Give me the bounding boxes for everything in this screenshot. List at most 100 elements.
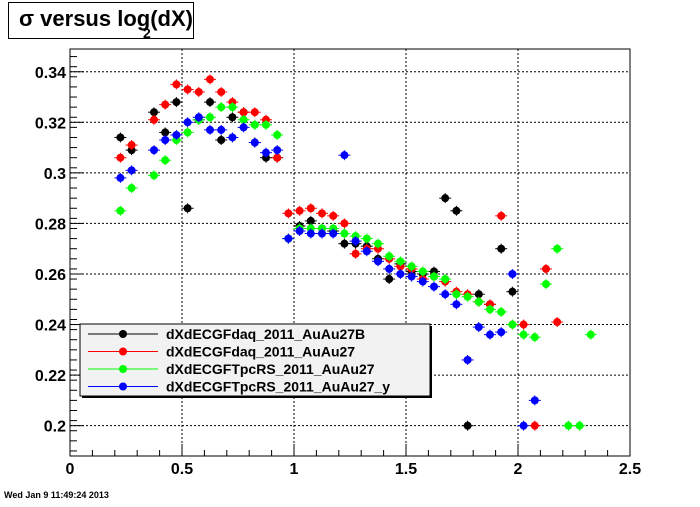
x-tick-label: 0.5 [171, 461, 193, 478]
data-point [340, 229, 349, 238]
legend-label: dXdECGFTpcRS_2011_AuAu27_y [166, 379, 390, 395]
data-point [217, 87, 226, 96]
data-point [273, 153, 282, 162]
data-point [418, 267, 427, 276]
data-point [172, 80, 181, 89]
data-point [497, 244, 506, 253]
legend-marker [119, 330, 127, 338]
data-point [542, 280, 550, 289]
y-tick-label: 0.22 [35, 368, 66, 385]
data-point [351, 249, 360, 258]
data-point [318, 209, 326, 218]
data-point [161, 136, 170, 145]
data-point [116, 206, 125, 215]
data-point [273, 130, 282, 139]
data-point [273, 146, 282, 155]
data-point [340, 219, 349, 228]
data-point [161, 128, 170, 137]
legend-marker [119, 382, 127, 391]
data-point [250, 138, 259, 147]
data-point [172, 98, 181, 107]
series-4 [114, 112, 541, 431]
data-point [407, 262, 416, 271]
y-tick-label: 0.32 [35, 115, 66, 132]
data-point [284, 234, 293, 243]
data-point [463, 292, 472, 301]
data-point [575, 421, 584, 430]
data-point [161, 156, 170, 165]
data-point [542, 264, 550, 273]
chart-title-box: σ versus log(dX) 2 [8, 2, 194, 41]
data-point [206, 125, 214, 134]
data-point [519, 330, 528, 339]
data-point [530, 421, 539, 430]
y-tick-label: 0.24 [35, 318, 66, 335]
data-point [295, 206, 304, 215]
data-point [239, 123, 248, 132]
data-point [239, 115, 248, 124]
timestamp-footer: Wed Jan 9 11:49:24 2013 [4, 490, 109, 500]
axes: 0 0.5 1 1.5 2 2.5 0.2 0.22 0.24 0.26 0.28 0.3 0.32 0.… [35, 56, 641, 478]
data-point [430, 282, 438, 291]
data-point [306, 204, 315, 213]
plot-frame [69, 48, 631, 457]
data-point [396, 257, 405, 266]
data-point [217, 136, 226, 145]
y-tick-label: 0.28 [35, 216, 66, 233]
legend-label: dXdECGFdaq_2011_AuAu27B [166, 326, 365, 342]
data-point [474, 297, 483, 306]
y-tick-label: 0.34 [35, 65, 66, 82]
legend-marker [119, 347, 127, 356]
data-points [114, 74, 597, 431]
data-point [183, 85, 192, 94]
x-tick-label: 1.5 [395, 461, 417, 478]
data-point [228, 133, 237, 142]
x-tick-label: 1 [290, 461, 299, 478]
data-point [127, 141, 136, 150]
data-point [530, 333, 539, 342]
data-point [362, 234, 371, 243]
data-point [407, 272, 416, 281]
data-point [486, 305, 494, 314]
data-point [161, 100, 170, 109]
data-point [586, 330, 595, 339]
data-point [519, 421, 528, 430]
data-point [150, 108, 158, 117]
data-point [362, 247, 371, 256]
data-point [530, 396, 539, 405]
chart-title: σ versus log(dX) [19, 6, 193, 31]
data-point [228, 113, 237, 122]
chart-title-subscript: 2 [143, 25, 151, 41]
data-point [463, 421, 472, 430]
data-point [306, 229, 315, 238]
data-point [150, 115, 158, 124]
data-point [385, 275, 394, 284]
data-point [329, 229, 338, 238]
data-point [508, 320, 517, 329]
data-point [340, 239, 349, 248]
data-point [194, 113, 203, 122]
data-point [284, 209, 293, 218]
data-point [553, 244, 562, 253]
legend-marker [119, 365, 127, 373]
data-point [228, 103, 237, 112]
data-point [116, 153, 125, 162]
data-point [127, 184, 136, 193]
data-point [553, 318, 562, 327]
data-point [116, 173, 125, 182]
data-point [340, 151, 349, 160]
data-point [318, 229, 326, 238]
data-point [183, 128, 192, 137]
data-point [452, 206, 461, 215]
y-tick-label: 0.2 [44, 419, 66, 436]
data-point [497, 211, 506, 220]
data-point [441, 194, 450, 203]
data-point [474, 323, 483, 332]
data-point [150, 146, 158, 155]
data-point [351, 237, 360, 246]
data-point [452, 300, 461, 309]
x-tick-label: 2.5 [619, 461, 641, 478]
data-point [497, 307, 506, 316]
x-tick-label: 0 [66, 461, 75, 478]
